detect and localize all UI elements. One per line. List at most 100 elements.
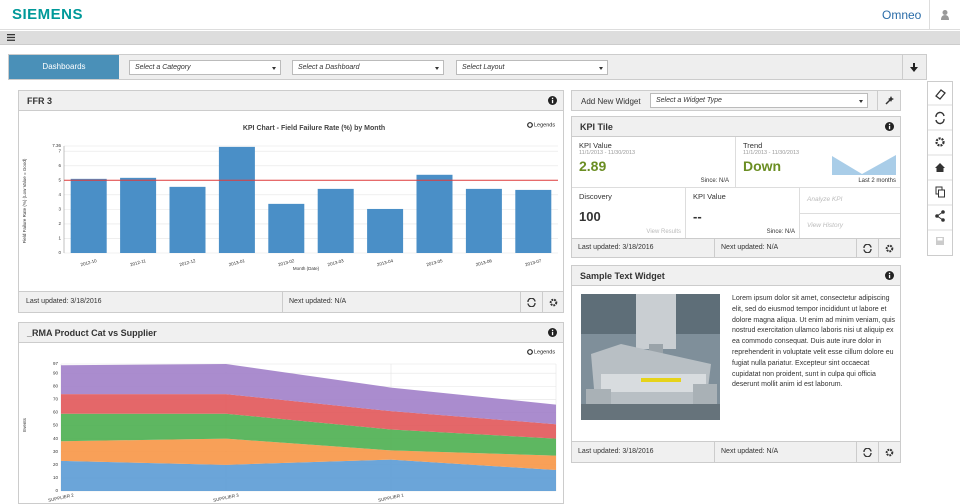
x-tick-label: SUPPLIER 1 — [378, 492, 405, 502]
next-updated: Next updated: N/A — [289, 298, 347, 305]
area — [61, 394, 556, 439]
widget: KPI Tile KPI Value 11/1/2013 - 11/30/201… — [571, 116, 901, 258]
link[interactable]: Analyze KPI — [800, 188, 900, 214]
refresh-icon[interactable] — [935, 111, 945, 125]
refresh-icon[interactable] — [863, 244, 872, 253]
save-icon[interactable] — [936, 237, 944, 245]
bar — [317, 188, 354, 253]
y-tick-label: 50 — [53, 423, 59, 428]
info-icon[interactable] — [548, 328, 557, 337]
kpi-tile[interactable]: KPI Value 11/1/2013 - 11/30/2013 2.89 Si… — [572, 137, 736, 188]
info-icon[interactable] — [885, 122, 894, 131]
x-tick-label: 2012-10 — [80, 258, 98, 267]
select-text: Select a Dashboard — [298, 64, 360, 71]
tile-value: 2.89 — [579, 158, 607, 174]
widget-title: _RMA Product Cat vs Supplier — [19, 323, 563, 343]
widget-footer: Last updated: 3/18/2016 Next updated: N/… — [19, 291, 563, 312]
tile-label: KPI Value — [693, 192, 726, 201]
brand[interactable]: SIEMENS — [12, 6, 84, 23]
add-widget-label: Add New Widget — [581, 97, 641, 106]
x-tick-label: SUPPLIER 3 — [213, 492, 240, 502]
toolbar: Dashboards Select a Category Select a Da… — [8, 54, 927, 80]
trend-tile[interactable]: Trend 11/1/2013 - 11/30/2013 Down Last 2… — [736, 137, 900, 188]
separator — [878, 239, 879, 257]
home-icon[interactable] — [935, 163, 945, 172]
hamburger[interactable] — [7, 34, 15, 41]
separator — [282, 292, 283, 312]
x-tick-label: 2013-02 — [278, 258, 296, 267]
y-tick-label: 90 — [53, 370, 59, 375]
x-tick-label: 2012-12 — [179, 258, 197, 267]
header: SIEMENS Omneo — [0, 0, 960, 30]
y-tick-label: 7 — [58, 148, 61, 153]
kpi-tile[interactable]: KPI Value -- Since: N/A — [686, 188, 800, 239]
kpi-tile[interactable]: Discovery 100 View Results — [572, 188, 686, 239]
y-axis-label: Field Failure Rate (%) (Low Value = Good… — [22, 158, 27, 243]
tile-period: 11/1/2013 - 11/30/2013 — [579, 150, 636, 156]
settings-icon[interactable] — [549, 298, 558, 307]
legend-toggle — [527, 122, 533, 128]
x-tick-label: 2012-11 — [130, 258, 147, 267]
separator — [714, 442, 715, 462]
separator — [878, 442, 879, 462]
link[interactable]: View History — [800, 214, 900, 239]
info-icon[interactable] — [885, 271, 894, 280]
x-tick-label: 2013-04 — [376, 258, 394, 267]
y-axis-label: Events — [22, 417, 27, 432]
dashboard-select[interactable]: Select a Dashboard — [292, 60, 444, 75]
widget-type-select[interactable]: Select a Widget Type — [650, 93, 868, 108]
last-updated: Last updated: 3/18/2016 — [578, 244, 654, 251]
bar — [515, 189, 552, 253]
tile-value: -- — [693, 209, 702, 224]
tile-link[interactable]: View Results — [646, 229, 681, 235]
refresh-icon[interactable] — [863, 448, 872, 457]
settings-icon[interactable] — [935, 137, 945, 147]
separator — [929, 0, 930, 30]
category-select[interactable]: Select a Category — [129, 60, 281, 75]
x-tick-label: 2013-03 — [327, 258, 345, 267]
refresh-icon[interactable] — [527, 298, 536, 307]
down-button[interactable] — [910, 63, 918, 72]
info-icon[interactable] — [548, 96, 557, 105]
bar — [367, 208, 404, 253]
tile-value: Down — [743, 158, 782, 174]
tile-note: Last 2 months — [858, 178, 896, 184]
bar — [120, 177, 157, 253]
last-updated: Last updated: 3/18/2016 — [26, 298, 102, 305]
tile-label: Trend — [743, 141, 763, 150]
legend-toggle — [527, 349, 533, 355]
widget-footer: Last updated: 3/18/2016 Next updated: N/… — [572, 441, 900, 462]
bar — [465, 188, 502, 253]
eraser-icon[interactable] — [935, 89, 946, 100]
layout-select[interactable]: Select Layout — [456, 60, 608, 75]
bar — [268, 203, 305, 253]
separator — [520, 292, 521, 312]
tab[interactable]: Dashboards — [9, 55, 119, 79]
copy-icon[interactable] — [935, 186, 945, 198]
wand-icon[interactable] — [885, 96, 894, 105]
settings-icon[interactable] — [885, 244, 894, 253]
share-icon[interactable] — [935, 210, 945, 222]
user-icon[interactable] — [940, 9, 950, 21]
separator — [542, 292, 543, 312]
chart: Legends 0 10 20 30 40 50 60 70 80 90 97 SUPPLIER 2 SU… — [22, 349, 557, 502]
y-tick-label: 80 — [53, 383, 59, 388]
y-tick-label: 5 — [58, 177, 61, 182]
trend-sparkline — [832, 155, 896, 175]
tile-note: Since: N/A — [700, 178, 729, 184]
next-updated: Next updated: N/A — [721, 244, 779, 251]
widget: Sample Text Widget Lorem ipsum dolor sit… — [571, 265, 901, 463]
x-tick-label: 2013-06 — [475, 258, 493, 267]
settings-icon[interactable] — [885, 448, 894, 457]
last-updated: Last updated: 3/18/2016 — [578, 448, 654, 455]
x-tick-label: 2013-07 — [525, 258, 543, 267]
tile-label: Discovery — [579, 192, 612, 201]
user-name[interactable]: Omneo — [882, 8, 922, 22]
body-text: Lorem ipsum dolor sit amet, consectetur … — [732, 295, 896, 389]
y-tick-label: 97 — [53, 361, 59, 366]
separator — [856, 239, 857, 257]
area — [61, 364, 556, 425]
y-tick-label: 3 — [58, 207, 61, 212]
y-tick-label: 60 — [53, 410, 59, 415]
sidebar — [927, 81, 953, 256]
